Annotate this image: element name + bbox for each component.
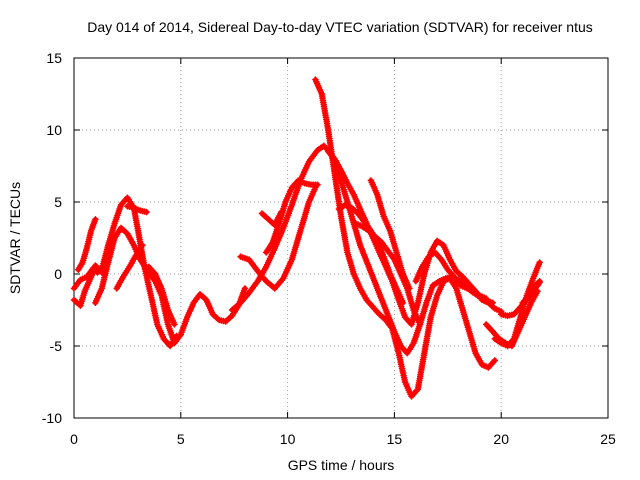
x-tick-label: 25 — [600, 431, 616, 447]
series-arc-5 — [113, 242, 146, 292]
series-markers — [325, 148, 505, 328]
x-tick-label: 15 — [387, 431, 403, 447]
x-tick-label: 20 — [493, 431, 509, 447]
data-series — [70, 76, 543, 400]
series-markers — [312, 76, 498, 400]
y-tick-label: 15 — [46, 50, 62, 66]
series-arc-13 — [325, 148, 505, 328]
series-arc-7 — [145, 263, 178, 328]
grid-vertical — [73, 58, 609, 418]
y-tick-label: 0 — [54, 266, 62, 282]
y-tick-label: -5 — [50, 338, 63, 354]
x-tick-label: 0 — [70, 431, 78, 447]
chart-title: Day 014 of 2014, Sidereal Day-to-day VTE… — [87, 19, 593, 35]
series-markers — [519, 278, 543, 306]
y-tick-label: -10 — [42, 410, 62, 426]
series-markers — [367, 177, 413, 292]
y-tick-label: 10 — [46, 122, 62, 138]
y-axis-ticks: -10 -5 0 5 10 15 — [42, 50, 62, 426]
x-tick-label: 10 — [280, 431, 296, 447]
series-arc-3 — [70, 262, 105, 309]
plot-frame — [73, 57, 609, 419]
series-arc-16 — [367, 177, 413, 292]
series-markers — [263, 177, 321, 256]
series-arc-12 — [312, 76, 498, 400]
series-arc-6 — [124, 203, 150, 216]
series-markers — [124, 203, 150, 216]
series-markers — [258, 208, 285, 229]
series-markers — [145, 263, 178, 328]
series-arc-9 — [237, 184, 319, 292]
series-arc-11 — [258, 208, 285, 229]
x-axis-label: GPS time / hours — [288, 457, 395, 473]
series-arc-2 — [75, 216, 99, 273]
series-arc-21 — [519, 278, 543, 306]
series-markers — [113, 242, 146, 292]
series-arc-17 — [412, 249, 490, 302]
series-trace — [325, 149, 504, 327]
series-markers — [412, 249, 490, 302]
series-arc-15 — [335, 201, 407, 306]
x-tick-label: 5 — [177, 431, 185, 447]
series-arc-10 — [263, 177, 321, 256]
series-markers — [335, 201, 407, 306]
grid-horizontal — [74, 57, 608, 419]
y-axis-label: SDTVAR / TECUs — [7, 182, 23, 294]
x-axis-ticks: 0 5 10 15 20 25 — [70, 431, 616, 447]
series-markers — [75, 216, 99, 273]
y-tick-label: 5 — [54, 194, 62, 210]
series-markers — [70, 262, 105, 309]
series-markers — [237, 184, 319, 292]
